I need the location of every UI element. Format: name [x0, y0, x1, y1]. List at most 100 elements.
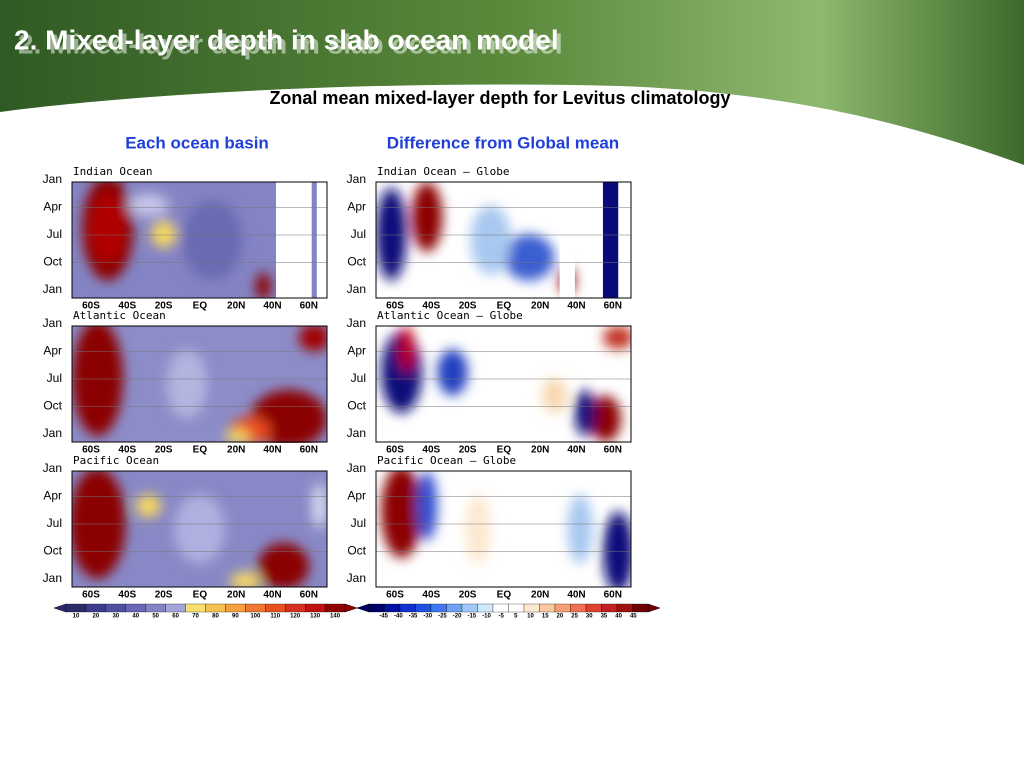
field-blob	[128, 193, 169, 217]
lat-label: 20N	[531, 590, 549, 601]
month-label: Jan	[347, 461, 366, 475]
month-label: Oct	[347, 255, 366, 269]
month-label: Jul	[47, 516, 62, 530]
heatmap	[376, 326, 631, 442]
heatmap-field	[72, 471, 327, 587]
panel-frame	[71, 470, 328, 588]
field-band	[602, 182, 619, 298]
lat-label: 20S	[459, 445, 477, 456]
colorbar-label: 10	[73, 614, 80, 620]
field-blob	[255, 272, 271, 298]
heatmap	[72, 182, 327, 298]
lat-label: 20N	[531, 301, 549, 312]
colorbar-label: 90	[232, 614, 239, 620]
colorbar-label: -30	[423, 614, 432, 620]
lat-label: 60N	[604, 301, 622, 312]
colorbar-swatch	[430, 603, 447, 613]
colorbar-swatch	[399, 603, 416, 613]
lat-label: 20S	[155, 445, 173, 456]
panel-frame	[71, 325, 328, 443]
lat-label: 60S	[386, 590, 404, 601]
colorbar-label: 40	[615, 614, 622, 620]
subtitle: Zonal mean mixed-layer depth for Levitus…	[269, 88, 730, 108]
field-blob	[411, 182, 443, 252]
field-blob	[470, 205, 512, 275]
heatmap-field	[381, 326, 631, 442]
lat-label: 40S	[118, 301, 136, 312]
column-header: Difference from Global mean	[387, 133, 619, 152]
colorbar-swatch	[461, 603, 478, 613]
colorbar-swatch	[477, 603, 494, 613]
month-label: Apr	[347, 200, 366, 214]
lat-label: EQ	[193, 301, 208, 312]
colorbar-label: -20	[453, 614, 462, 620]
field-blob	[311, 482, 327, 529]
colorbar-end	[53, 603, 67, 613]
colorbar-swatch	[492, 603, 509, 613]
field-blob	[72, 326, 123, 437]
panel-title: Atlantic Ocean — Globe	[377, 309, 523, 322]
lat-label: 60S	[82, 590, 100, 601]
lat-label: 40S	[422, 445, 440, 456]
colorbar-swatch	[601, 603, 618, 613]
colorbar-swatch	[523, 603, 540, 613]
colorbar-label: 70	[192, 614, 199, 620]
month-label: Jan	[43, 571, 62, 585]
month-label: Jan	[43, 282, 62, 296]
colorbar-label: 20	[93, 614, 100, 620]
title-shadow: 2. Mixed-layer depth in slab ocean model	[18, 28, 563, 59]
panel-title: Indian Ocean — Globe	[377, 165, 509, 178]
field-blob	[174, 494, 225, 564]
lat-label: 40N	[263, 301, 281, 312]
colorbar-label: -15	[467, 614, 476, 620]
lat-label: 40N	[567, 590, 585, 601]
panel-frame	[71, 181, 328, 299]
colorbar-swatch	[65, 603, 87, 613]
panel-title: Indian Ocean	[73, 165, 152, 178]
month-label: Apr	[347, 344, 366, 358]
colorbar-swatch	[225, 603, 246, 613]
field-blob	[541, 378, 568, 413]
lat-label: 20N	[531, 445, 549, 456]
colorbar-label: 110	[270, 614, 280, 620]
month-label: Jul	[47, 371, 62, 385]
field-blob	[89, 193, 126, 264]
heatmap-field	[72, 326, 327, 443]
lat-label: EQ	[497, 590, 512, 601]
field-blob	[225, 429, 251, 443]
colorbar-label: -5	[498, 614, 504, 620]
lat-label: 40S	[118, 445, 136, 456]
colorbar-swatch	[185, 603, 206, 613]
field-blob	[166, 349, 208, 419]
colorbar-swatch	[324, 603, 346, 613]
month-label: Apr	[347, 489, 366, 503]
lat-label: 60N	[300, 445, 318, 456]
month-label: Jan	[347, 571, 366, 585]
lat-label: EQ	[193, 445, 208, 456]
colorbar-swatch	[616, 603, 633, 613]
lat-label: 20S	[459, 590, 477, 601]
colorbar-swatch	[508, 603, 525, 613]
colorbar-swatch	[632, 603, 649, 613]
lat-label: 40N	[567, 301, 585, 312]
field-blob	[151, 220, 177, 249]
lat-label: 60S	[386, 445, 404, 456]
land-mask	[316, 182, 327, 298]
column-header: Each ocean basin	[125, 133, 269, 152]
colorbar-swatch	[125, 603, 146, 613]
lat-label: 40S	[422, 590, 440, 601]
month-label: Apr	[43, 489, 62, 503]
lat-label: 60N	[604, 445, 622, 456]
colorbar-swatch	[446, 603, 463, 613]
lat-label: 60N	[604, 590, 622, 601]
month-label: Oct	[43, 255, 62, 269]
colorbar-swatch	[205, 603, 226, 613]
field-blob	[416, 471, 438, 541]
field-blob	[298, 326, 327, 352]
month-label: Oct	[43, 544, 62, 558]
field-blob	[602, 511, 631, 587]
colorbar-label: 140	[330, 614, 341, 620]
field-blob	[437, 349, 468, 396]
slide-title: 2. Mixed-layer depth in slab ocean model	[14, 24, 559, 55]
